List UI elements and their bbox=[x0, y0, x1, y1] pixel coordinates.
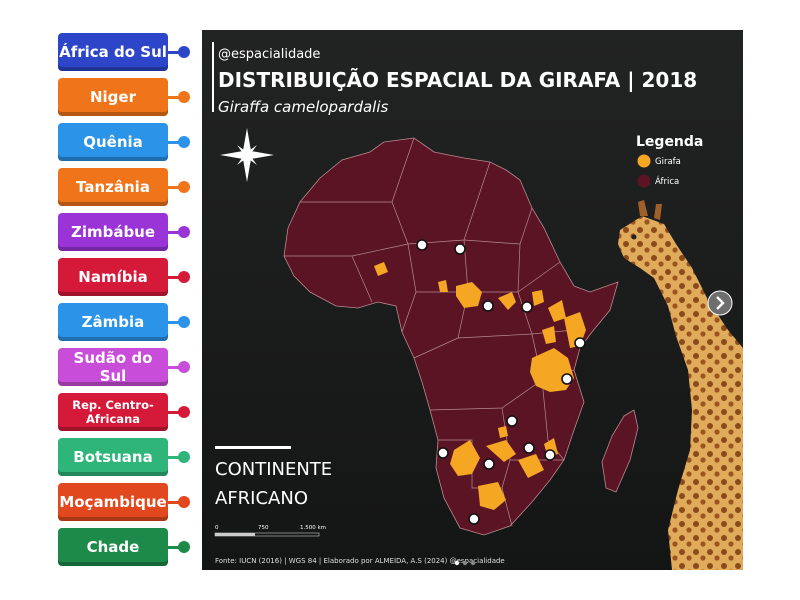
scale-bar: 0 750 1.500 km bbox=[214, 525, 326, 537]
label-tile[interactable]: Tanzânia bbox=[58, 168, 168, 206]
drop-target-10[interactable] bbox=[437, 447, 449, 459]
drop-target-3[interactable] bbox=[482, 300, 494, 312]
drop-target-2[interactable] bbox=[454, 243, 466, 255]
label-tile[interactable]: Moçambique bbox=[58, 483, 168, 521]
legend-label: África bbox=[655, 175, 679, 187]
tile-connector-dot[interactable] bbox=[178, 136, 190, 148]
label-tile[interactable]: Rep. Centro-Africana bbox=[58, 393, 168, 431]
legend-swatch bbox=[637, 154, 651, 168]
label-tile[interactable]: Botsuana bbox=[58, 438, 168, 476]
tile-connector-dot[interactable] bbox=[178, 406, 190, 418]
tile-connector-dot[interactable] bbox=[178, 451, 190, 463]
tile-connector bbox=[168, 51, 182, 54]
drop-targets bbox=[416, 239, 586, 525]
drop-target-7[interactable] bbox=[506, 415, 518, 427]
label-tile[interactable]: Quênia bbox=[58, 123, 168, 161]
scale-label-1: 750 bbox=[258, 525, 269, 531]
tile-connector bbox=[168, 411, 182, 414]
map-subtitle: Giraffa camelopardalis bbox=[218, 98, 388, 116]
tile-connector-dot[interactable] bbox=[178, 271, 190, 283]
tile-connector-dot[interactable] bbox=[178, 316, 190, 328]
legend: Girafa África bbox=[637, 154, 681, 188]
drop-target-5[interactable] bbox=[574, 337, 586, 349]
madagascar-shape bbox=[601, 409, 639, 493]
label-tile[interactable]: Sudão do Sul bbox=[58, 348, 168, 386]
label-tile[interactable]: Namíbia bbox=[58, 258, 168, 296]
compass-star-icon bbox=[220, 128, 274, 182]
tile-connector-dot[interactable] bbox=[178, 91, 190, 103]
drop-target-6[interactable] bbox=[561, 373, 573, 385]
tile-connector-dot[interactable] bbox=[178, 496, 190, 508]
tile-connector bbox=[168, 141, 182, 144]
tile-connector bbox=[168, 96, 182, 99]
tile-connector bbox=[168, 186, 182, 189]
drop-target-9[interactable] bbox=[544, 449, 556, 461]
drop-target-12[interactable] bbox=[468, 513, 480, 525]
tile-connector bbox=[168, 321, 182, 324]
tile-connector-dot[interactable] bbox=[178, 226, 190, 238]
label-tile[interactable]: África do Sul bbox=[58, 33, 168, 71]
drop-target-1[interactable] bbox=[416, 239, 428, 251]
map-handle: @espacialidade bbox=[218, 47, 320, 62]
scale-label-2: 1.500 km bbox=[300, 525, 326, 531]
tile-connector bbox=[168, 366, 182, 369]
tile-connector-dot[interactable] bbox=[178, 46, 190, 58]
map-title: DISTRIBUIÇÃO ESPACIAL DA GIRAFA | 2018 bbox=[218, 68, 697, 92]
continent-label-line2: AFRICANO bbox=[215, 488, 308, 509]
tile-connector bbox=[168, 456, 182, 459]
legend-label: Girafa bbox=[655, 157, 681, 167]
label-tile[interactable]: Zâmbia bbox=[58, 303, 168, 341]
continent-label-line1: CONTINENTE bbox=[215, 459, 332, 480]
chevron-right-icon[interactable] bbox=[707, 290, 733, 316]
label-tile[interactable]: Zimbábue bbox=[58, 213, 168, 251]
drop-target-8[interactable] bbox=[523, 442, 535, 454]
tile-connector-dot[interactable] bbox=[178, 361, 190, 373]
africa-map: @espacialidade DISTRIBUIÇÃO ESPACIAL DA … bbox=[202, 30, 743, 570]
carousel-dots bbox=[454, 560, 476, 566]
tile-connector bbox=[168, 276, 182, 279]
legend-swatch bbox=[637, 174, 651, 188]
tile-connector-dot[interactable] bbox=[178, 181, 190, 193]
tile-connector bbox=[168, 501, 182, 504]
source-note: Fonte: IUCN (2016) | WGS 84 | Elaborado … bbox=[215, 557, 505, 565]
legend-title: Legenda bbox=[636, 134, 703, 150]
label-tile[interactable]: Chade bbox=[58, 528, 168, 566]
map-panel: @espacialidade DISTRIBUIÇÃO ESPACIAL DA … bbox=[202, 30, 743, 570]
label-tile[interactable]: Niger bbox=[58, 78, 168, 116]
tile-connector bbox=[168, 231, 182, 234]
scale-label-0: 0 bbox=[215, 525, 219, 531]
drop-target-4[interactable] bbox=[521, 301, 533, 313]
drop-target-11[interactable] bbox=[483, 458, 495, 470]
tile-connector-dot[interactable] bbox=[178, 541, 190, 553]
tile-connector bbox=[168, 546, 182, 549]
giraffe-illustration bbox=[618, 200, 743, 570]
